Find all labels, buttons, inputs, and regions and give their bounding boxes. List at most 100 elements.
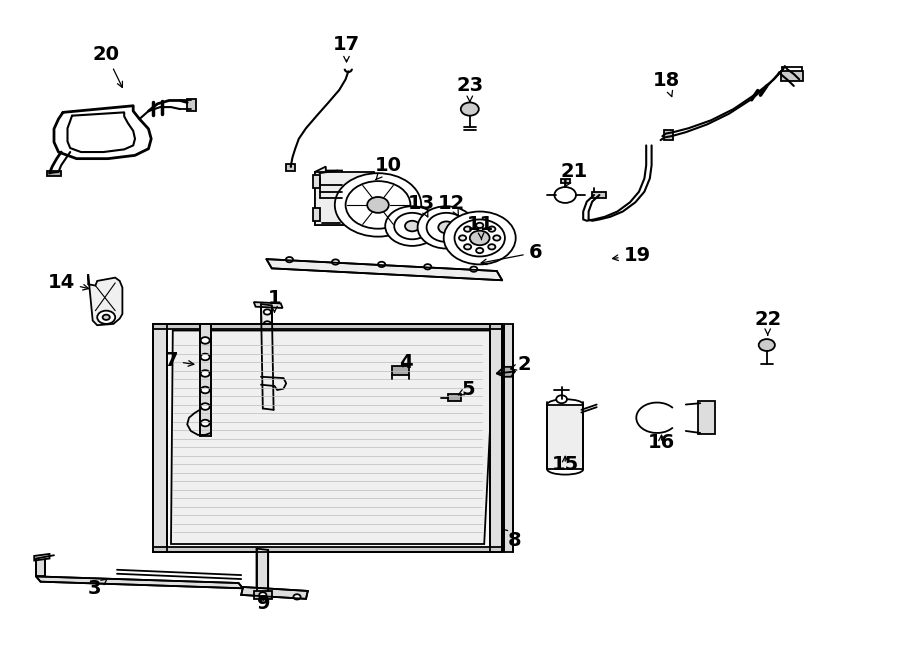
Circle shape [264,357,271,362]
Polygon shape [171,330,495,544]
Circle shape [201,370,210,377]
Bar [286,164,295,171]
Text: 20: 20 [93,45,122,87]
Polygon shape [36,559,45,576]
Circle shape [335,173,421,237]
Bar [315,172,374,225]
Circle shape [378,262,385,267]
Bar [47,171,61,176]
Polygon shape [497,367,515,377]
Text: 11: 11 [467,215,494,240]
Bar [313,208,320,221]
Circle shape [461,102,479,116]
Text: 21: 21 [561,163,588,186]
Text: 15: 15 [552,455,579,473]
Bar [698,401,715,434]
Bar [664,130,673,140]
Bar [781,71,803,81]
Polygon shape [261,304,274,410]
Circle shape [367,197,389,213]
Circle shape [332,259,339,264]
Circle shape [346,181,410,229]
Circle shape [438,221,454,233]
Circle shape [97,311,115,324]
Circle shape [201,420,210,426]
Polygon shape [504,324,513,552]
Text: 5: 5 [458,381,475,399]
Polygon shape [241,587,308,599]
Text: 13: 13 [408,194,435,217]
Circle shape [554,187,576,203]
Bar [592,192,606,198]
Circle shape [264,333,271,338]
Text: 3: 3 [88,579,107,598]
Polygon shape [490,324,502,552]
Bar [313,175,320,188]
Circle shape [470,231,490,245]
Polygon shape [36,576,243,588]
Circle shape [405,221,419,231]
Text: 17: 17 [333,36,360,62]
Text: 22: 22 [754,311,781,335]
Circle shape [493,235,500,241]
Polygon shape [315,167,342,225]
Circle shape [424,264,431,270]
Bar [448,394,461,401]
Circle shape [454,219,505,256]
Text: 6: 6 [482,243,543,264]
Bar [561,179,570,183]
Polygon shape [34,554,50,561]
Circle shape [201,403,210,410]
Circle shape [488,244,495,249]
Polygon shape [153,547,502,552]
Text: 19: 19 [613,246,651,264]
Text: 18: 18 [652,71,680,97]
Text: 1: 1 [267,290,282,312]
Polygon shape [153,324,166,552]
Polygon shape [266,259,502,280]
Circle shape [394,213,430,239]
Circle shape [470,266,477,272]
Circle shape [264,321,271,327]
Circle shape [444,212,516,264]
Circle shape [264,309,271,315]
Circle shape [556,395,567,403]
Circle shape [476,223,483,228]
Circle shape [201,337,210,344]
Text: 4: 4 [399,353,413,371]
Circle shape [259,592,266,598]
Text: 2: 2 [510,356,532,374]
Polygon shape [153,324,502,329]
Bar [392,366,409,375]
Text: 9: 9 [257,594,270,613]
Text: 23: 23 [456,77,483,102]
Circle shape [464,244,472,249]
Circle shape [286,257,293,262]
Circle shape [464,227,472,232]
Polygon shape [153,324,502,552]
Text: 10: 10 [375,156,402,180]
Text: 7: 7 [164,352,194,370]
Polygon shape [547,405,583,469]
Text: 8: 8 [501,529,522,550]
Circle shape [418,206,475,249]
Polygon shape [254,302,283,308]
Bar [254,591,272,599]
Bar [187,99,196,111]
Circle shape [459,235,466,241]
Text: 16: 16 [648,434,675,452]
Circle shape [427,213,466,242]
Text: 14: 14 [48,273,88,292]
Circle shape [103,315,110,320]
Circle shape [264,381,271,386]
Circle shape [293,594,301,600]
Polygon shape [200,324,211,436]
Polygon shape [256,549,268,591]
Circle shape [264,369,271,374]
Circle shape [264,345,271,350]
Circle shape [385,206,439,246]
Text: 12: 12 [438,194,465,216]
Circle shape [476,248,483,253]
Circle shape [759,339,775,351]
Polygon shape [88,274,122,325]
